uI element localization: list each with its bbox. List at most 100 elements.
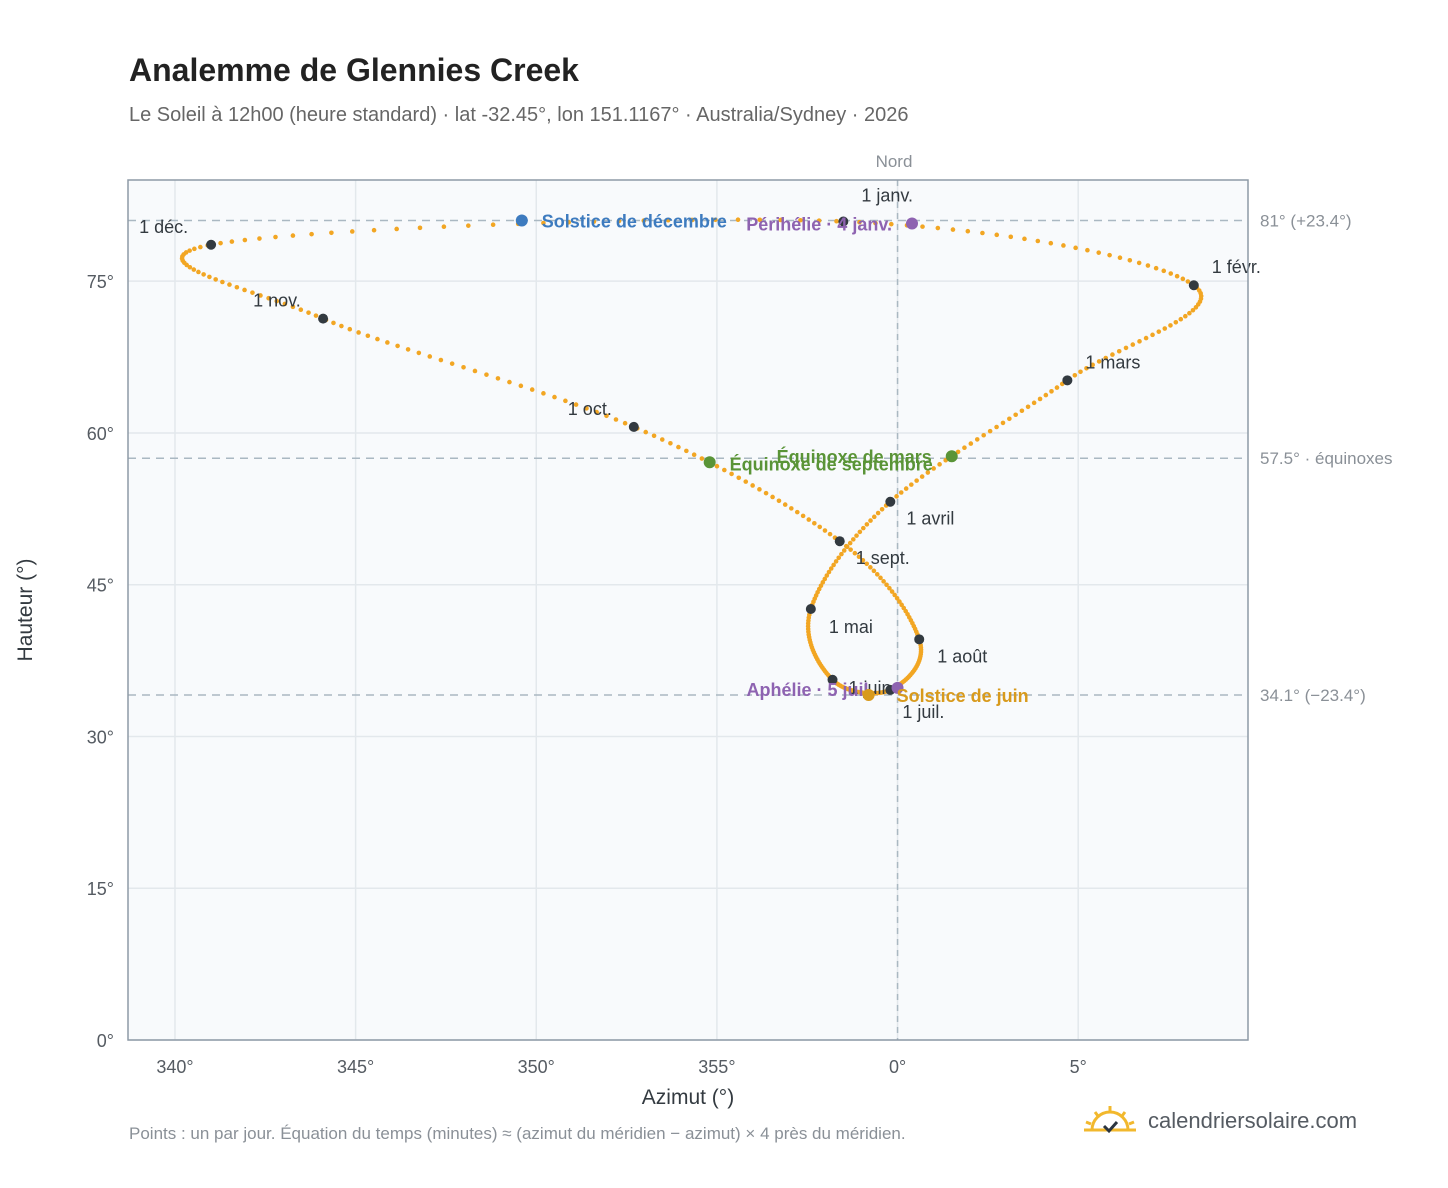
daily-point bbox=[820, 580, 826, 585]
daily-point bbox=[817, 524, 823, 530]
event-dot bbox=[945, 450, 958, 463]
daily-point bbox=[879, 506, 885, 512]
daily-point bbox=[729, 471, 734, 477]
daily-point bbox=[417, 225, 423, 231]
daily-point bbox=[743, 479, 749, 484]
daily-point bbox=[884, 582, 889, 588]
daily-point bbox=[347, 326, 353, 332]
daily-point bbox=[218, 240, 223, 246]
north-label: Nord bbox=[876, 152, 913, 171]
daily-point bbox=[313, 313, 319, 318]
month-label: 1 mai bbox=[829, 617, 873, 637]
daily-point bbox=[1031, 400, 1037, 406]
daily-point bbox=[800, 513, 806, 519]
y-tick-label: 60° bbox=[87, 424, 114, 444]
y-tick-label: 30° bbox=[87, 727, 114, 747]
month-label: 1 févr. bbox=[1212, 257, 1261, 277]
daily-point bbox=[1143, 335, 1149, 341]
daily-point bbox=[864, 522, 870, 527]
daily-point bbox=[676, 444, 681, 450]
daily-point bbox=[950, 227, 956, 232]
daily-point bbox=[187, 264, 193, 270]
daily-point bbox=[594, 409, 599, 415]
x-tick-label: 5° bbox=[1070, 1057, 1087, 1077]
daily-point bbox=[365, 333, 371, 339]
daily-point bbox=[659, 437, 665, 442]
daily-point bbox=[1054, 385, 1060, 390]
daily-point bbox=[770, 494, 775, 500]
daily-point bbox=[1048, 240, 1054, 246]
plot-frame bbox=[127, 179, 1249, 1041]
daily-point bbox=[1183, 313, 1188, 319]
daily-point bbox=[931, 466, 936, 471]
daily-point bbox=[183, 250, 189, 255]
brand-name: calendriersolaire.com bbox=[1148, 1108, 1358, 1133]
daily-point bbox=[699, 456, 705, 461]
daily-point bbox=[925, 470, 931, 475]
daily-point bbox=[1025, 404, 1031, 410]
daily-point bbox=[274, 298, 280, 304]
month-label: 1 déc. bbox=[139, 217, 188, 237]
daily-point bbox=[757, 217, 763, 223]
daily-point bbox=[616, 218, 622, 224]
reference-lines: 81° (+23.4°) 57.5° · équinoxes 34.1° (−23.… bbox=[128, 180, 1393, 1040]
daily-point bbox=[955, 449, 961, 455]
daily-point bbox=[196, 269, 201, 275]
daily-point bbox=[201, 272, 206, 277]
daily-point bbox=[987, 428, 993, 434]
daily-point bbox=[1096, 359, 1102, 364]
daily-point bbox=[831, 562, 836, 568]
daily-point bbox=[1162, 326, 1168, 331]
y-tick-label: 15° bbox=[87, 879, 114, 899]
daily-point bbox=[573, 402, 579, 407]
daily-point bbox=[1130, 342, 1136, 347]
daily-point bbox=[552, 394, 557, 400]
daily-point bbox=[250, 290, 255, 295]
daily-point bbox=[822, 576, 828, 582]
brand[interactable]: calendriersolaire.com bbox=[1084, 1104, 1357, 1138]
daily-point bbox=[665, 217, 671, 223]
daily-point bbox=[227, 282, 232, 287]
analemma-curve bbox=[179, 217, 1204, 696]
daily-point bbox=[898, 490, 904, 495]
daily-point bbox=[794, 509, 800, 515]
daily-point bbox=[427, 354, 433, 359]
daily-point bbox=[466, 223, 471, 228]
daily-point bbox=[1137, 339, 1142, 344]
daily-point bbox=[937, 462, 942, 467]
daily-point bbox=[395, 343, 400, 349]
reference-line-label: 34.1° (−23.4°) bbox=[1260, 686, 1366, 705]
daily-point bbox=[213, 277, 218, 282]
event-label: Solstice de décembre bbox=[542, 211, 727, 231]
daily-point bbox=[385, 340, 390, 345]
daily-point bbox=[763, 490, 769, 496]
daily-point bbox=[812, 520, 817, 526]
chart-title: Analemme de Glennies Creek bbox=[129, 52, 579, 88]
month-dot bbox=[1062, 375, 1073, 386]
daily-point bbox=[968, 441, 974, 446]
daily-point bbox=[776, 498, 782, 504]
daily-point bbox=[852, 550, 858, 556]
daily-point bbox=[1096, 250, 1102, 255]
footnote: Points : un par jour. Équation du temps … bbox=[129, 1124, 906, 1143]
daily-point bbox=[1161, 268, 1167, 274]
daily-point bbox=[1073, 245, 1078, 251]
daily-point bbox=[1090, 362, 1095, 368]
daily-point bbox=[714, 463, 720, 469]
daily-point bbox=[1103, 355, 1109, 361]
daily-point bbox=[1174, 273, 1180, 279]
daily-point bbox=[894, 595, 900, 601]
daily-point bbox=[371, 227, 377, 233]
daily-point bbox=[789, 506, 794, 511]
daily-point bbox=[461, 365, 466, 370]
daily-point bbox=[1000, 420, 1006, 426]
month-label: 1 mars bbox=[1085, 352, 1140, 372]
reference-line-label: 57.5° · équinoxes bbox=[1260, 449, 1393, 468]
daily-point bbox=[826, 569, 832, 575]
daily-point bbox=[282, 301, 288, 307]
daily-point bbox=[1019, 408, 1025, 414]
daily-point bbox=[187, 248, 192, 253]
daily-point bbox=[1185, 279, 1191, 284]
daily-point bbox=[839, 551, 844, 557]
daily-point bbox=[868, 518, 873, 523]
